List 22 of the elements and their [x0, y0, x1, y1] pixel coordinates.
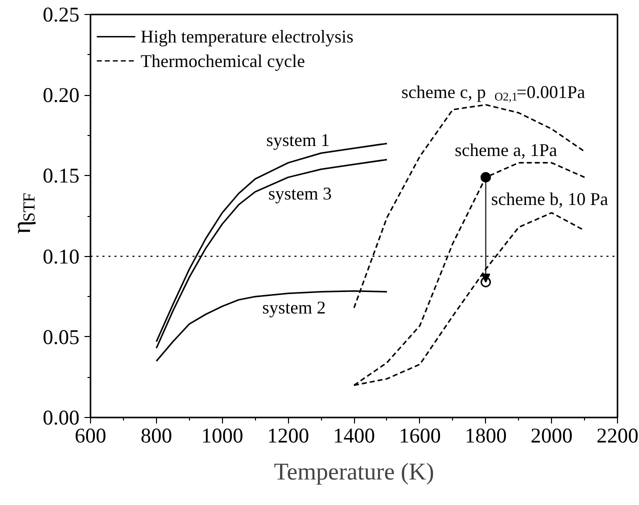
y-axis-title: ηSTF	[6, 192, 39, 234]
x-tick-label: 1000	[201, 424, 244, 448]
x-tick-label: 2200	[596, 424, 638, 448]
series-label: system 1	[266, 130, 330, 150]
series-label: system 3	[268, 183, 332, 204]
y-tick-label: 0.15	[42, 164, 80, 188]
series-label: scheme a, 1Pa	[454, 140, 558, 160]
series-label: scheme b, 10 Pa	[491, 188, 608, 209]
x-tick-label: 1200	[267, 424, 310, 448]
y-tick-label: 0.25	[42, 2, 80, 26]
annotation: High temperature electrolysis	[140, 26, 354, 47]
annotation: Thermochemical cycle	[140, 50, 305, 71]
x-tick-label: 1600	[398, 424, 441, 448]
x-tick-label: 800	[140, 424, 172, 448]
x-axis-title: Temperature (K)	[274, 460, 434, 486]
y-tick-label: 0.05	[42, 324, 80, 349]
x-tick-label: 2000	[530, 424, 573, 448]
series-label: system 2	[262, 297, 326, 318]
x-tick-label: 1400	[333, 424, 375, 448]
y-tick-label: 0.20	[42, 83, 80, 108]
y-tick-label: 0.10	[42, 244, 80, 268]
x-tick-label: 1800	[464, 424, 507, 448]
